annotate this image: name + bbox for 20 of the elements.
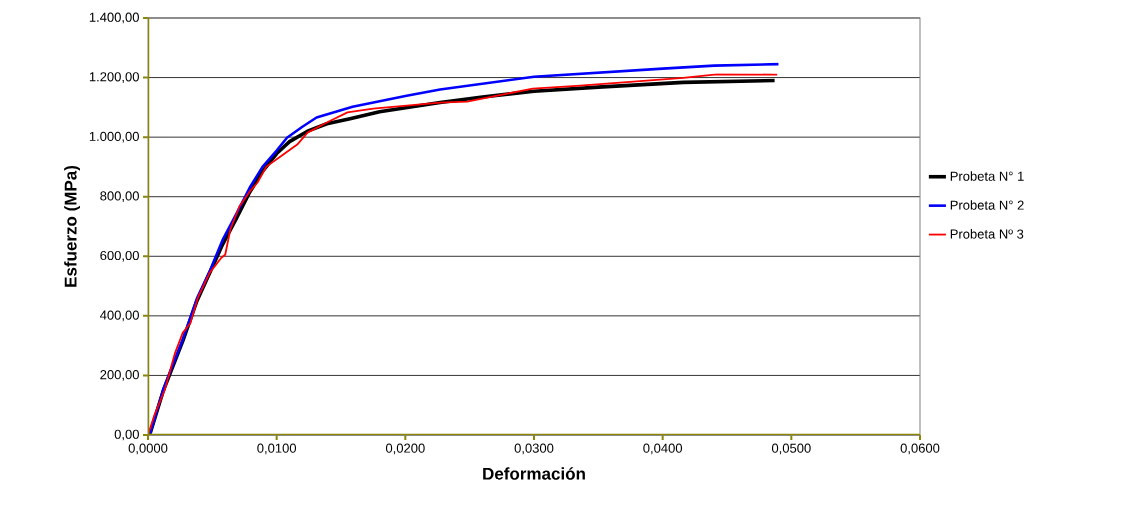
- legend-label: Probeta N° 2: [950, 200, 1024, 210]
- x-tick-label: 0,0000: [128, 443, 168, 455]
- y-axis-title: Esfuerzo (MPa): [64, 165, 80, 287]
- y-tick-label: 1.200,00: [89, 72, 139, 83]
- x-axis-title: Deformación: [483, 467, 585, 480]
- y-tick-label: 800,00: [100, 191, 139, 203]
- legend-label: Probeta N° 1: [950, 171, 1024, 181]
- x-tick-label: 0,0400: [643, 443, 683, 455]
- y-tick-label: 1.400,00: [89, 12, 139, 24]
- legend-label: Probeta Nº 3: [950, 229, 1024, 239]
- x-tick-label: 0,0300: [514, 443, 554, 455]
- y-tick-label: 0,00: [114, 429, 139, 441]
- x-tick-label: 0,0600: [900, 443, 940, 455]
- y-tick-label: 400,00: [100, 310, 139, 322]
- x-tick-label: 0,0500: [771, 443, 811, 455]
- y-tick-label: 1.000,00: [89, 131, 139, 143]
- x-tick-label: 0,0100: [257, 443, 297, 455]
- x-tick-label: 0,0200: [385, 443, 425, 455]
- y-tick-label: 200,00: [100, 370, 139, 381]
- y-tick-label: 600,00: [100, 250, 139, 262]
